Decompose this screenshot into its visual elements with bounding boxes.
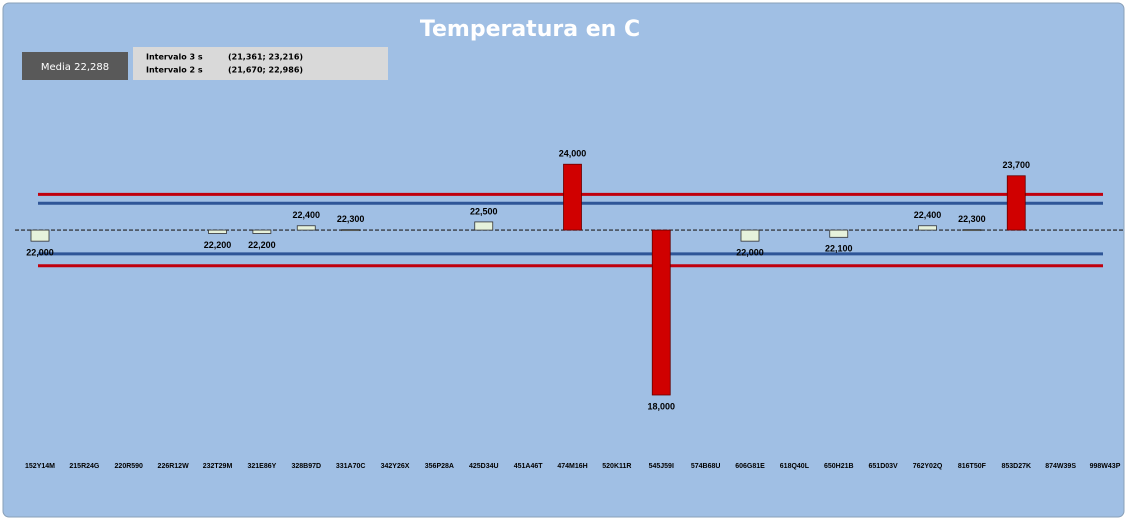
x-tick-label: 545J59I	[649, 463, 674, 470]
bar	[651, 229, 671, 396]
x-tick-label: 152Y14M	[25, 463, 55, 470]
data-label: 23,700	[1002, 160, 1030, 170]
x-tick-label: 220R590	[115, 463, 144, 470]
x-tick-label: 451A46T	[514, 463, 544, 470]
x-tick-label: 342Y26X	[381, 463, 410, 470]
data-label: 22,300	[958, 214, 986, 224]
x-tick-label: 853D27K	[1001, 463, 1031, 470]
x-tick-label: 331A70C	[336, 463, 366, 470]
x-tick-label: 520K11R	[602, 463, 631, 470]
bar	[474, 221, 494, 231]
x-tick-label: 321E86Y	[247, 463, 276, 470]
bar	[740, 229, 760, 242]
bar	[208, 229, 227, 234]
x-tick-label: 874W39S	[1045, 463, 1076, 470]
data-label: 18,000	[647, 401, 675, 411]
x-tick-label: 650H21B	[824, 463, 854, 470]
mean-label: Media 22,288	[41, 62, 109, 73]
x-tick-label: 816T50F	[958, 463, 987, 470]
x-tick-label: 762Y02Q	[913, 463, 943, 470]
x-tick-label: 356P28A	[425, 463, 454, 470]
x-tick-label: 215R24G	[69, 463, 100, 470]
bar	[962, 229, 982, 232]
bar	[252, 229, 272, 234]
bar	[1006, 175, 1026, 231]
data-label: 22,000	[736, 248, 764, 258]
data-label: 22,300	[337, 214, 365, 224]
data-label: 22,000	[26, 248, 54, 258]
bar	[563, 163, 582, 231]
data-label: 22,500	[470, 206, 498, 216]
x-tick-label: 998W43P	[1090, 463, 1121, 470]
mean-box	[22, 52, 128, 80]
x-tick-label: 425D34U	[469, 463, 499, 470]
data-label: 22,200	[204, 240, 232, 250]
x-tick-label: 328B97D	[291, 463, 321, 470]
x-tick-label: 474M16H	[557, 463, 587, 470]
data-label: 22,400	[914, 210, 942, 220]
interval-name: Intervalo 3 s	[146, 53, 203, 62]
interval-name: Intervalo 2 s	[146, 66, 203, 75]
interval-box	[133, 47, 388, 80]
interval-label: (21,670; 22,986)	[228, 66, 303, 75]
chart-title: Temperatura en C	[420, 17, 640, 42]
x-tick-label: 232T29M	[203, 463, 233, 470]
x-tick-label: 651D03V	[869, 463, 899, 470]
data-label: 24,000	[559, 149, 587, 159]
data-label: 22,200	[248, 240, 276, 250]
bar	[341, 229, 361, 232]
x-tick-label: 226R12W	[158, 463, 190, 470]
bar	[918, 225, 937, 231]
data-label: 22,100	[825, 244, 853, 254]
x-tick-label: 618Q40L	[780, 463, 810, 470]
x-tick-label: 574B68U	[691, 463, 721, 470]
bar	[30, 229, 50, 242]
bar	[296, 225, 316, 231]
data-label: 22,400	[292, 210, 320, 220]
bar	[829, 229, 849, 238]
interval-label: (21,361; 23,216)	[228, 53, 303, 62]
x-tick-label: 606G81E	[735, 463, 765, 470]
